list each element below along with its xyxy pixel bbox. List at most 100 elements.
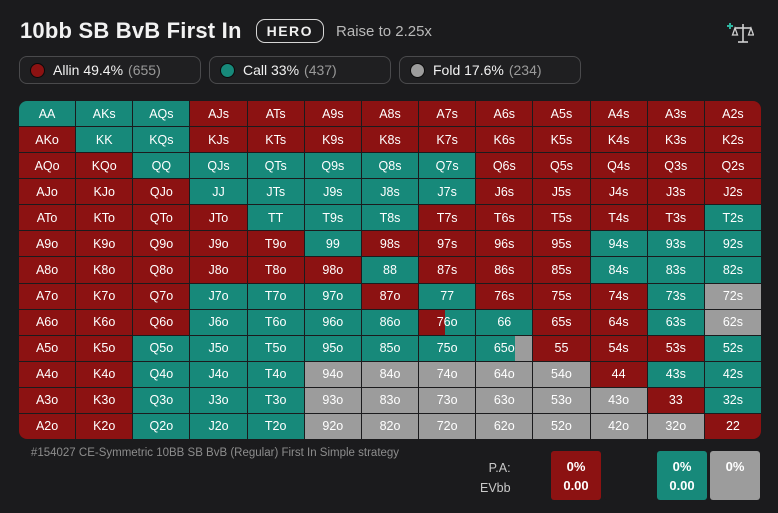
hand-cell[interactable]: T9s [304, 205, 361, 231]
hand-cell[interactable]: AKo [19, 127, 76, 153]
hand-cell[interactable]: 53s [647, 335, 704, 361]
hand-cell[interactable]: Q5s [533, 153, 590, 179]
hand-cell[interactable]: J5s [533, 179, 590, 205]
hand-cell[interactable]: 85o [361, 335, 419, 361]
hand-cell[interactable]: 96s [476, 231, 533, 257]
hand-cell[interactable]: K5s [533, 127, 590, 153]
hand-cell[interactable]: Q7s [419, 153, 476, 179]
hand-cell[interactable]: T6o [247, 309, 304, 335]
hand-cell[interactable]: K4o [76, 361, 133, 387]
hand-cell[interactable]: A2s [704, 101, 761, 127]
hand-cell[interactable]: 72o [419, 413, 476, 439]
legend-call[interactable]: Call 33% (437) [209, 56, 391, 84]
hand-cell[interactable]: AQs [133, 101, 190, 127]
hand-cell[interactable]: K2s [704, 127, 761, 153]
hand-cell[interactable]: 44 [590, 361, 647, 387]
hand-cell[interactable]: AJs [190, 101, 247, 127]
hand-cell[interactable]: J3s [647, 179, 704, 205]
hand-cell[interactable]: 84o [361, 361, 419, 387]
hand-cell[interactable]: J5o [190, 335, 247, 361]
hand-cell[interactable]: K7o [76, 283, 133, 309]
hand-cell[interactable]: 74s [590, 283, 647, 309]
hand-cell[interactable]: 62s [704, 309, 761, 335]
hand-cell[interactable]: 42o [590, 413, 647, 439]
hand-cell[interactable]: J2o [190, 413, 247, 439]
hand-cell[interactable]: 52s [704, 335, 761, 361]
legend-allin[interactable]: Allin 49.4% (655) [19, 56, 201, 84]
hand-cell[interactable]: AKs [76, 101, 133, 127]
hand-cell[interactable]: Q3o [133, 387, 190, 413]
hand-cell[interactable]: 98s [361, 231, 419, 257]
hand-cell[interactable]: 93o [304, 387, 361, 413]
hand-cell[interactable]: T8s [361, 205, 419, 231]
hand-cell[interactable]: 32s [704, 387, 761, 413]
hand-cell[interactable]: J4o [190, 361, 247, 387]
hand-cell[interactable]: K4s [590, 127, 647, 153]
hand-cell[interactable]: A2o [19, 413, 76, 439]
hand-cell[interactable]: KQs [133, 127, 190, 153]
hand-cell[interactable]: K9s [304, 127, 361, 153]
hand-cell[interactable]: J7s [419, 179, 476, 205]
hand-cell[interactable]: Q3s [647, 153, 704, 179]
hero-badge[interactable]: HERO [255, 19, 325, 43]
hand-cell[interactable]: T4s [590, 205, 647, 231]
hand-cell[interactable]: 95s [533, 231, 590, 257]
hand-cell[interactable]: A6s [476, 101, 533, 127]
hand-cell[interactable]: 83o [361, 387, 419, 413]
hand-cell[interactable]: QJs [190, 153, 247, 179]
legend-fold[interactable]: Fold 17.6% (234) [399, 56, 581, 84]
hand-cell[interactable]: J8s [361, 179, 419, 205]
hand-cell[interactable]: A8s [361, 101, 419, 127]
hand-cell[interactable]: T5s [533, 205, 590, 231]
hand-cell[interactable]: QTo [133, 205, 190, 231]
hand-cell[interactable]: 76o [419, 309, 476, 335]
hand-cell[interactable]: T2s [704, 205, 761, 231]
hand-cell[interactable]: J3o [190, 387, 247, 413]
hand-cell[interactable]: 62o [476, 413, 533, 439]
hand-cell[interactable]: 75o [419, 335, 476, 361]
hand-cell[interactable]: Q8o [133, 257, 190, 283]
hand-cell[interactable]: AA [19, 101, 76, 127]
hand-cell[interactable]: 64o [476, 361, 533, 387]
hand-cell[interactable]: 87s [419, 257, 476, 283]
hand-cell[interactable]: 76s [476, 283, 533, 309]
hand-cell[interactable]: A6o [19, 309, 76, 335]
hand-cell[interactable]: 83s [647, 257, 704, 283]
hand-cell[interactable]: TT [247, 205, 304, 231]
hand-cell[interactable]: K8o [76, 257, 133, 283]
hand-cell[interactable]: Q6s [476, 153, 533, 179]
hand-cell[interactable]: T2o [247, 413, 304, 439]
hand-cell[interactable]: KTo [76, 205, 133, 231]
hand-cell[interactable]: 95o [304, 335, 361, 361]
hand-cell[interactable]: A3s [647, 101, 704, 127]
hand-cell[interactable]: 55 [533, 335, 590, 361]
hand-cell[interactable]: 43o [590, 387, 647, 413]
hand-cell[interactable]: J9o [190, 231, 247, 257]
hand-cell[interactable]: A8o [19, 257, 76, 283]
hand-cell[interactable]: K3o [76, 387, 133, 413]
hand-cell[interactable]: Q2o [133, 413, 190, 439]
hand-cell[interactable]: Q4o [133, 361, 190, 387]
hand-cell[interactable]: JTs [247, 179, 304, 205]
hand-cell[interactable]: A4s [590, 101, 647, 127]
hand-cell[interactable]: Q2s [704, 153, 761, 179]
hand-cell[interactable]: QTs [247, 153, 304, 179]
hand-cell[interactable]: J6s [476, 179, 533, 205]
hand-cell[interactable]: K6s [476, 127, 533, 153]
hand-cell[interactable]: A7s [419, 101, 476, 127]
hand-cell[interactable]: A4o [19, 361, 76, 387]
hand-cell[interactable]: K6o [76, 309, 133, 335]
hand-cell[interactable]: 85s [533, 257, 590, 283]
hand-cell[interactable]: 32o [647, 413, 704, 439]
hand-cell[interactable]: K8s [361, 127, 419, 153]
hand-cell[interactable]: T7o [247, 283, 304, 309]
hand-cell[interactable]: AJo [19, 179, 76, 205]
hand-cell[interactable]: 97s [419, 231, 476, 257]
hand-cell[interactable]: T3o [247, 387, 304, 413]
hand-cell[interactable]: 84s [590, 257, 647, 283]
hand-cell[interactable]: 52o [533, 413, 590, 439]
hand-cell[interactable]: 97o [304, 283, 361, 309]
hand-cell[interactable]: ATs [247, 101, 304, 127]
hand-cell[interactable]: T9o [247, 231, 304, 257]
hand-cell[interactable]: J2s [704, 179, 761, 205]
